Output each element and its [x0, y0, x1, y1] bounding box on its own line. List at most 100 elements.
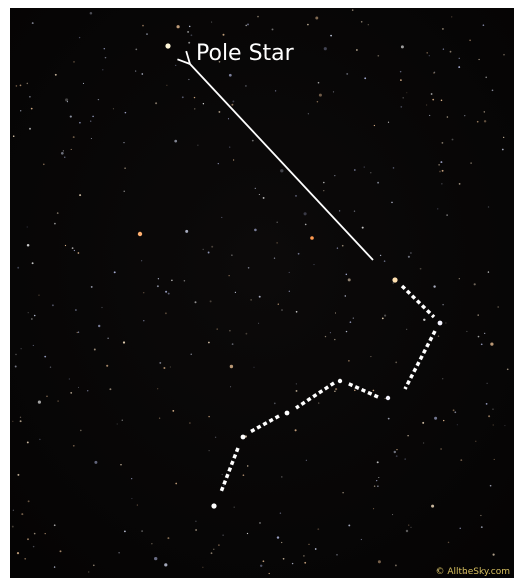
star: [426, 52, 427, 53]
star: [384, 315, 386, 317]
scene: Pole Star © AlltheSky.com: [0, 0, 524, 583]
star: [459, 58, 460, 59]
star: [470, 162, 472, 164]
star: [223, 34, 225, 36]
star: [377, 182, 379, 184]
star: [12, 526, 14, 528]
star: [346, 274, 347, 275]
star: [189, 26, 191, 28]
star: [442, 142, 444, 144]
star: [80, 430, 82, 432]
star: [28, 312, 29, 313]
star: [442, 378, 443, 379]
star: [46, 395, 48, 397]
star: [330, 332, 331, 333]
star: [460, 528, 461, 529]
star: [275, 90, 276, 91]
star: [325, 336, 326, 337]
star: [481, 343, 483, 345]
star: [448, 542, 450, 544]
star: [423, 319, 425, 321]
star: [191, 354, 192, 355]
star: [395, 362, 397, 364]
star: [168, 293, 170, 295]
star: [460, 459, 462, 461]
star: [335, 388, 337, 390]
star: [426, 105, 427, 106]
star: [211, 246, 213, 248]
star: [43, 164, 45, 166]
star: [377, 55, 379, 57]
star: [250, 299, 251, 300]
star: [433, 285, 435, 287]
star: [408, 524, 409, 525]
star: [230, 386, 231, 387]
star: [114, 271, 116, 273]
star: [315, 548, 317, 550]
star: [308, 113, 309, 114]
star: [69, 378, 70, 379]
star: [258, 323, 259, 324]
star: [451, 16, 452, 17]
star: [382, 318, 384, 320]
star: [459, 183, 461, 185]
star: [446, 214, 447, 215]
star: [202, 567, 203, 568]
star: [229, 74, 232, 77]
star: [483, 24, 485, 26]
star: [231, 104, 233, 106]
star: [27, 538, 29, 540]
star: [27, 226, 28, 227]
star: [197, 145, 198, 146]
star: [232, 100, 234, 102]
star: [323, 182, 325, 184]
dipper-star: [386, 396, 390, 400]
star: [98, 99, 99, 100]
star: [27, 83, 29, 85]
star: [306, 460, 307, 461]
star: [78, 252, 80, 254]
star: [503, 54, 505, 56]
star: [406, 92, 407, 93]
star: [354, 211, 355, 212]
star: [209, 450, 210, 451]
star: [33, 546, 34, 547]
star: [345, 295, 346, 296]
star: [474, 283, 476, 285]
star: [439, 171, 441, 173]
star: [124, 191, 125, 192]
star: [195, 529, 197, 531]
star: [211, 22, 212, 23]
star: [124, 167, 126, 169]
star: [420, 268, 422, 270]
star: [243, 474, 245, 476]
star: [79, 194, 81, 196]
star: [276, 242, 277, 243]
star: [187, 31, 189, 33]
pole-star: [165, 43, 170, 48]
star: [334, 339, 335, 340]
star: [57, 400, 58, 401]
star: [20, 420, 22, 422]
star: [488, 206, 489, 207]
star: [295, 429, 297, 431]
star: [44, 356, 46, 358]
star: [346, 73, 348, 75]
star: [453, 409, 455, 411]
star: [376, 480, 377, 481]
star: [21, 348, 22, 349]
star: [400, 79, 402, 81]
star: [27, 441, 29, 443]
star: [107, 338, 108, 339]
star: [493, 424, 494, 425]
star: [50, 367, 51, 368]
star: [259, 194, 260, 195]
star: [13, 135, 15, 137]
star: [410, 252, 412, 254]
star: [488, 271, 489, 272]
star: [158, 278, 159, 279]
star: [440, 448, 442, 450]
star: [20, 85, 22, 87]
star: [432, 99, 434, 101]
star: [490, 485, 492, 487]
